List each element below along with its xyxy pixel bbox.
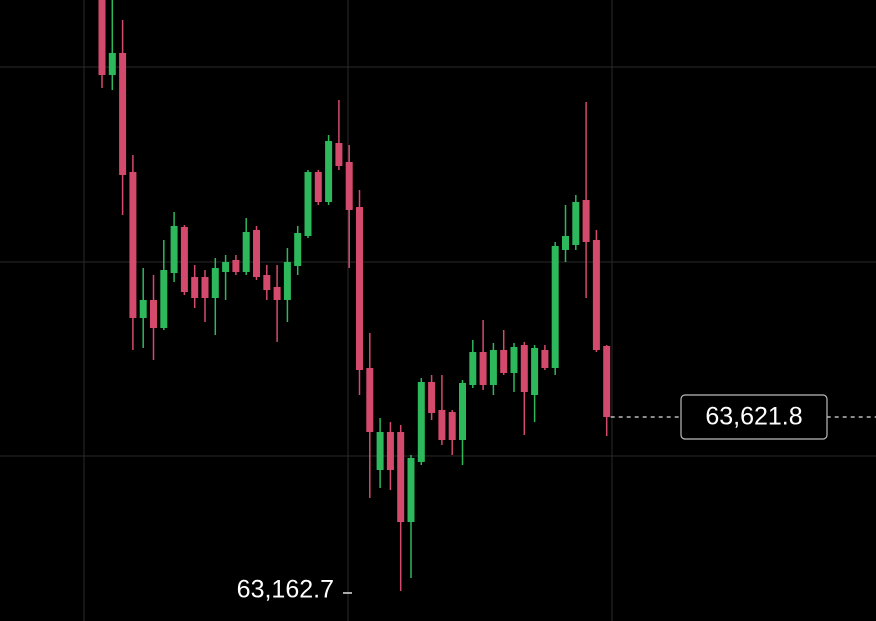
candle-body [325,140,333,203]
candle-body [397,431,405,523]
candle-body [139,299,147,318]
candle-body [428,381,436,414]
candle-body [170,226,178,273]
candle-body [232,259,240,273]
candle-body [180,226,188,292]
candle-body [356,207,363,370]
last-price-box [680,394,828,440]
candle-body [314,171,322,203]
candle-body [448,412,456,440]
last-price-label: 63,621.8 [705,403,802,431]
candle-body [479,351,487,385]
candle-body [500,350,508,373]
candle-body [489,350,497,385]
candle-body [459,382,466,440]
candle-body [191,277,199,299]
candle-body [603,345,611,417]
candle-body [294,233,302,266]
candle-body [438,410,446,440]
candle-body [469,351,477,385]
candle-body [562,236,569,250]
candle-body [520,345,528,393]
candle-body [108,52,116,76]
candle-body [150,299,157,328]
candle-body [345,161,353,211]
candle-body [541,350,549,369]
candle-body [263,275,271,291]
candle-body [211,267,219,299]
candle-body [283,262,291,300]
candle-body [273,286,281,300]
candle-body [386,431,394,471]
candle-body [335,142,343,167]
candle-body [582,200,590,242]
candle-body [366,368,374,432]
candle-body [551,246,559,369]
candle-body [531,348,539,395]
low-price-label: 63,162.7 [237,576,334,604]
candle-body [572,202,580,245]
candle-body [242,231,250,273]
candle-body [98,0,106,76]
candle-body [376,431,384,471]
candle-body [592,239,600,351]
candle-body [222,262,230,273]
candle-body [304,171,312,237]
candle-body [129,171,137,318]
candle-body [160,270,168,328]
candle-body [407,457,415,523]
candle-body [253,230,260,278]
candle-body [510,347,518,373]
candle-body [417,381,425,462]
candle-body [201,277,209,299]
candle-body [119,52,127,175]
